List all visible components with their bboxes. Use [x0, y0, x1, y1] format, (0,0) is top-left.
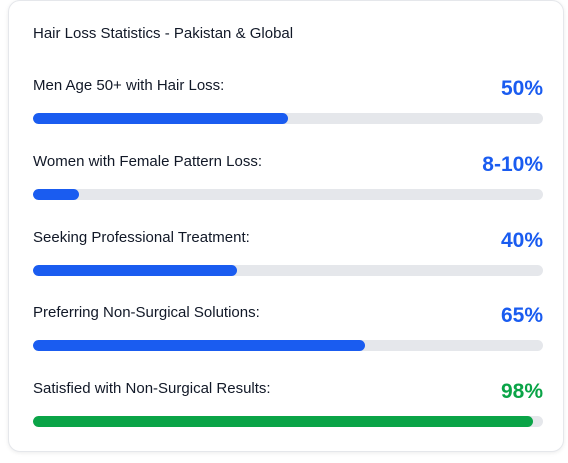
- progress-fill: [33, 189, 79, 200]
- card-title: Hair Loss Statistics - Pakistan & Global: [33, 25, 294, 42]
- stat-label: Women with Female Pattern Loss:: [33, 153, 262, 170]
- progress-track: [33, 189, 543, 200]
- progress-fill: [33, 416, 533, 427]
- progress-track: [33, 265, 543, 276]
- stat-label: Men Age 50+ with Hair Loss:: [33, 77, 225, 94]
- progress-track: [33, 340, 543, 351]
- stat-value: 40%: [500, 229, 543, 252]
- stat-row-seeking-treatment: Seeking Professional Treatment: 40%: [33, 229, 543, 279]
- stat-value: 98%: [500, 380, 543, 403]
- progress-fill: [33, 113, 288, 124]
- progress-track: [33, 113, 543, 124]
- stat-row-women-pattern-loss: Women with Female Pattern Loss: 8-10%: [33, 153, 543, 203]
- stat-row-men-50-plus: Men Age 50+ with Hair Loss: 50%: [33, 77, 543, 127]
- progress-fill: [33, 340, 365, 351]
- stat-value: 65%: [500, 304, 543, 327]
- stat-value: 8-10%: [482, 153, 543, 176]
- progress-fill: [33, 265, 237, 276]
- progress-track: [33, 416, 543, 427]
- stat-label: Preferring Non-Surgical Solutions:: [33, 304, 260, 321]
- stats-card: Hair Loss Statistics - Pakistan & Global…: [8, 0, 564, 452]
- stat-row-non-surgical-satisfaction: Satisfied with Non-Surgical Results: 98%: [33, 380, 543, 430]
- stat-label: Satisfied with Non-Surgical Results:: [33, 380, 271, 397]
- stat-value: 50%: [500, 77, 543, 100]
- stat-label: Seeking Professional Treatment:: [33, 229, 250, 246]
- stat-row-non-surgical-preference: Preferring Non-Surgical Solutions: 65%: [33, 304, 543, 354]
